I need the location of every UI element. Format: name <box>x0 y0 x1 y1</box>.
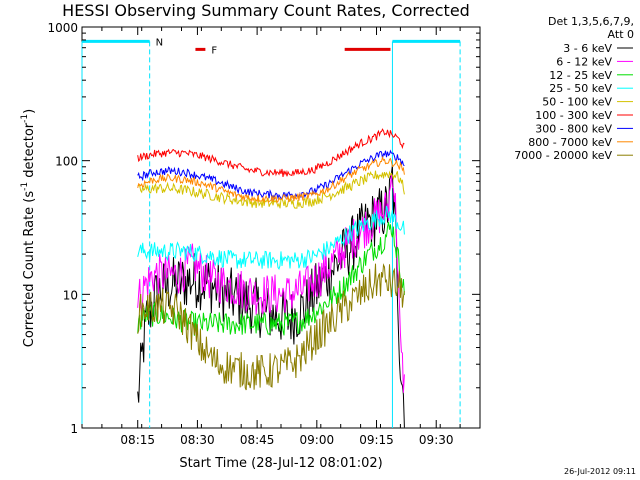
series-line-6 <box>137 149 405 201</box>
legend-header-2: Att 0 <box>608 28 634 41</box>
series-line-0 <box>137 165 405 428</box>
x-tick-label: 08:45 <box>240 433 275 447</box>
y-axis-label-main: Corrected Count Rate (s <box>22 191 37 348</box>
legend-item-label: 800 - 7000 keV <box>528 136 612 149</box>
series-line-4 <box>137 170 405 209</box>
flag-bars: NF <box>81 37 461 428</box>
y-axis-label: Corrected Count Rate (s-1 detector-1) <box>20 109 37 347</box>
legend-item-label: 25 - 50 keV <box>549 82 612 95</box>
legend-item-label: 7000 - 20000 keV <box>514 149 612 162</box>
chart-title: HESSI Observing Summary Count Rates, Cor… <box>62 1 470 20</box>
y-tick-label: 10 <box>63 288 78 302</box>
series-line-5 <box>137 128 405 177</box>
flag-N-label: N <box>156 37 163 48</box>
y-axis-label-mid: detector <box>22 122 37 182</box>
x-tick-label: 09:00 <box>300 433 335 447</box>
legend-item-label: 3 - 6 keV <box>563 42 612 55</box>
series-lines <box>137 128 405 428</box>
y-axis-label-sup1: -1 <box>20 182 30 191</box>
y-tick-label: 100 <box>55 155 78 169</box>
legend-header-1: Det 1,3,5,6,7,9, <box>548 15 634 28</box>
series-line-1 <box>137 174 405 393</box>
y-tick-label: 1000 <box>47 21 78 35</box>
footer-timestamp: 26-Jul-2012 09:11 <box>564 467 636 476</box>
y-tick-label: 1 <box>70 422 78 436</box>
legend-item-label: 12 - 25 keV <box>549 69 612 82</box>
plot-area <box>81 26 481 429</box>
legend-item-label: 300 - 800 keV <box>535 122 612 135</box>
x-tick-label: 09:30 <box>419 433 454 447</box>
plot-border <box>81 26 481 429</box>
x-tick-label: 08:15 <box>120 433 155 447</box>
x-tick-label: 08:30 <box>180 433 215 447</box>
x-tick-label: 09:15 <box>359 433 394 447</box>
y-axis-label-end: ) <box>22 109 37 114</box>
series-line-8 <box>137 263 405 391</box>
series-line-3 <box>137 205 405 271</box>
axes: 08:15 08:30 08:45 09:00 09:15 09:30 1 10 100 1000 <box>47 21 481 447</box>
series-line-7 <box>137 155 405 204</box>
flag-F-label: F <box>211 45 217 56</box>
legend-item-label: 6 - 12 keV <box>556 55 612 68</box>
legend-item-label: 50 - 100 keV <box>542 96 612 109</box>
legend-item-label: 100 - 300 keV <box>535 109 612 122</box>
y-axis-label-sup2: -1 <box>20 114 30 123</box>
x-axis-label: Start Time (28-Jul-12 08:01:02) <box>179 456 382 471</box>
